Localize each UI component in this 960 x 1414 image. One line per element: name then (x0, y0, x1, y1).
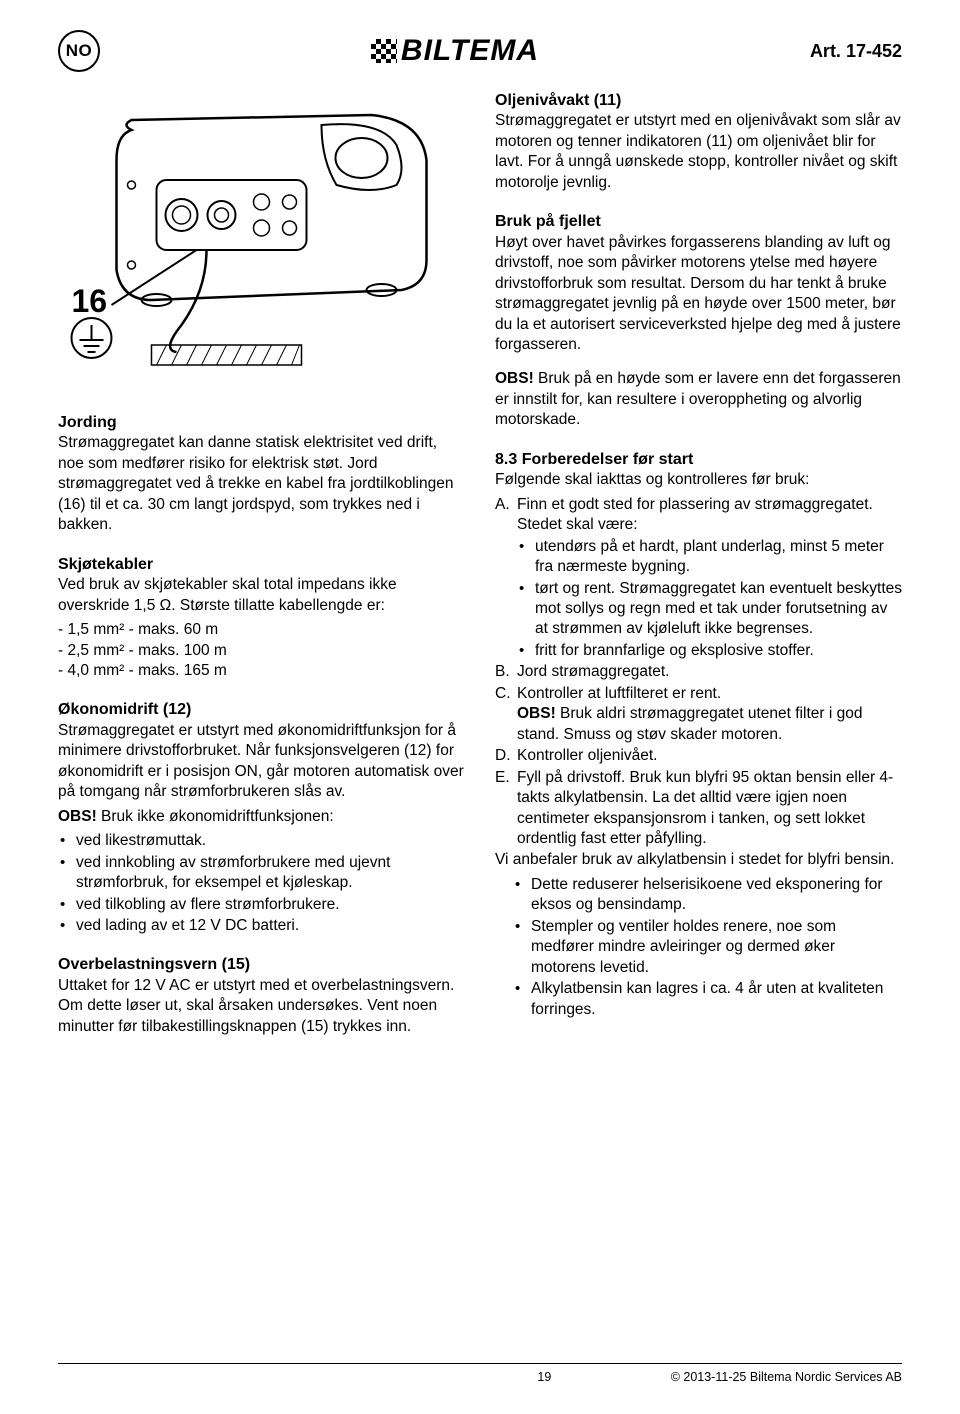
letter-mark: A. (495, 495, 510, 515)
obs-label: OBS! (517, 705, 556, 722)
language-badge: NO (58, 30, 100, 72)
fjell-obs-text: Bruk på en høyde som er lavere enn det f… (495, 370, 901, 428)
alk-bullet-list: Dette reduserer helserisikoene ved ekspo… (495, 875, 902, 1020)
cable-spec-2: - 2,5 mm² - maks. 100 m (58, 641, 465, 661)
heading-okonomidrift: Økonomidrift (12) (58, 701, 191, 718)
list-item: ved tilkobling av flere strømforbrukere. (76, 895, 465, 915)
list-item: Dette reduserer helserisikoene ved ekspo… (531, 875, 902, 916)
list-item-e: E. Fyll på drivstoff. Bruk kun blyfri 95… (495, 768, 902, 850)
item-c-text: Kontroller at luftfilteret er rent. (517, 685, 721, 702)
a-sublist: utendørs på et hardt, plant underlag, mi… (517, 537, 902, 662)
section-fjellet: Bruk på fjellet Høyt over havet påvirkes… (495, 211, 902, 431)
list-item-b: B. Jord strømaggregatet. (495, 662, 902, 682)
list-item: fritt for brannfarlige og eksplosive sto… (535, 641, 902, 661)
p-skjote: Ved bruk av skjøtekabler skal total impe… (58, 575, 465, 616)
p-jording: Strømaggregatet kan danne statisk elektr… (58, 433, 465, 535)
prep-letter-list: A. Finn et godt sted for plassering av s… (495, 495, 902, 850)
item-a-text: Finn et godt sted for plassering av strø… (517, 496, 873, 533)
generator-illustration: 16 (58, 90, 465, 390)
list-item: tørt og rent. Strømaggregatet kan eventu… (535, 579, 902, 640)
list-item: Stempler og ventiler holdes renere, noe … (531, 917, 902, 978)
logo-text: BILTEMA (401, 34, 539, 68)
list-item: utendørs på et hardt, plant underlag, mi… (535, 537, 902, 578)
article-number: Art. 17-452 (810, 41, 902, 62)
page-footer: 19 © 2013-11-25 Biltema Nordic Services … (58, 1363, 902, 1384)
letter-mark: B. (495, 662, 510, 682)
biltema-logo: BILTEMA (371, 34, 539, 68)
section-skjotekabler: Skjøtekabler Ved bruk av skjøtekabler sk… (58, 554, 465, 682)
list-item: Alkylatbensin kan lagres i ca. 4 år uten… (531, 979, 902, 1020)
item-b-text: Jord strømaggregatet. (517, 663, 669, 680)
p-prep-intro: Følgende skal iakttas og kontrolleres fø… (495, 470, 902, 490)
list-item: ved lading av et 12 V DC batteri. (76, 916, 465, 936)
obs-label: OBS! (495, 370, 534, 387)
heading-overbelastning: Overbelastningsvern (15) (58, 956, 250, 973)
page-header: NO BILTEMA Art. 17-452 (58, 30, 902, 72)
list-item: ved likestrømuttak. (76, 831, 465, 851)
c-obs-text: Bruk aldri strømaggregatet utenet filter… (517, 705, 862, 742)
p-olje: Strømaggregatet er utstyrt med en oljeni… (495, 111, 902, 193)
list-item-c: C. Kontroller at luftfilteret er rent. O… (495, 684, 902, 745)
cable-spec-3: - 4,0 mm² - maks. 165 m (58, 661, 465, 681)
oko-bullet-list: ved likestrømuttak. ved innkobling av st… (58, 831, 465, 936)
section-jording: Jording Strømaggregatet kan danne statis… (58, 412, 465, 536)
heading-olje: Oljenivåvakt (11) (495, 92, 621, 109)
svg-text:16: 16 (72, 283, 108, 319)
list-item-a: A. Finn et godt sted for plassering av s… (495, 495, 902, 662)
letter-mark: D. (495, 746, 511, 766)
heading-fjellet: Bruk på fjellet (495, 213, 601, 230)
list-item-d: D. Kontroller oljenivået. (495, 746, 902, 766)
list-item: ved innkobling av strømforbrukere med uj… (76, 853, 465, 894)
checker-icon (371, 39, 397, 63)
section-forberedelser: 8.3 Forberedelser før start Følgende ska… (495, 449, 902, 1020)
right-column: Oljenivåvakt (11) Strømaggregatet er uts… (495, 90, 902, 1055)
fjell-obs-line: OBS! Bruk på en høyde som er lavere enn … (495, 369, 902, 430)
heading-skjotekabler: Skjøtekabler (58, 556, 153, 573)
letter-mark: C. (495, 684, 511, 704)
p-over: Uttaket for 12 V AC er utstyrt med et ov… (58, 976, 465, 1037)
p-fjell: Høyt over havet påvirkes forgasserens bl… (495, 233, 902, 356)
generator-svg: 16 (58, 90, 465, 390)
item-d-text: Kontroller oljenivået. (517, 747, 657, 764)
section-overbelastning: Overbelastningsvern (15) Uttaket for 12 … (58, 954, 465, 1037)
alk-intro: Vi anbefaler bruk av alkylatbensin i ste… (495, 850, 902, 870)
letter-mark: E. (495, 768, 510, 788)
copyright: © 2013-11-25 Biltema Nordic Services AB (671, 1370, 902, 1384)
heading-forberedelser: 8.3 Forberedelser før start (495, 451, 693, 468)
cable-spec-1: - 1,5 mm² - maks. 60 m (58, 620, 465, 640)
page-number: 19 (58, 1370, 671, 1384)
left-column: 16 Jording Strømaggregatet kan danne sta… (58, 90, 465, 1055)
content-columns: 16 Jording Strømaggregatet kan danne sta… (58, 90, 902, 1055)
p-oko: Strømaggregatet er utstyrt med økonomidr… (58, 721, 465, 803)
obs-label: OBS! (58, 808, 97, 825)
oko-obs-text: Bruk ikke økonomidriftfunksjonen: (97, 808, 334, 825)
section-oljenivavakt: Oljenivåvakt (11) Strømaggregatet er uts… (495, 90, 902, 193)
section-okonomidrift: Økonomidrift (12) Strømaggregatet er uts… (58, 699, 465, 936)
oko-obs-line: OBS! Bruk ikke økonomidriftfunksjonen: (58, 807, 465, 827)
heading-jording: Jording (58, 414, 117, 431)
item-e-text: Fyll på drivstoff. Bruk kun blyfri 95 ok… (517, 769, 893, 847)
